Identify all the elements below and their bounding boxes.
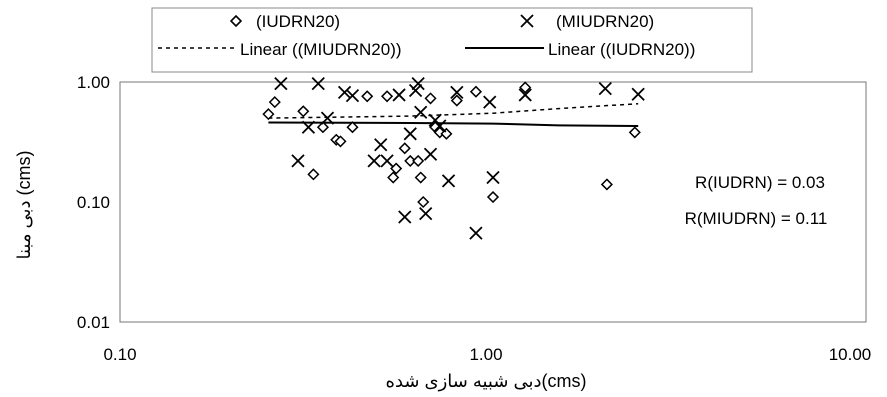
point-miudrn20-22 <box>469 226 483 240</box>
point-iudrn20-8 <box>361 90 374 103</box>
point-miudrn20-26 <box>598 82 612 96</box>
point-miudrn20-24 <box>486 170 500 185</box>
point-miudrn20-5 <box>337 85 352 99</box>
point-iudrn20-17 <box>424 92 437 105</box>
y-tick-label-0.01: 0.01 <box>77 313 110 332</box>
annotation-r-miudrn: R(MIUDRN) = 0.11 <box>685 209 828 228</box>
point-iudrn20-4 <box>316 121 329 134</box>
point-iudrn20-26 <box>628 126 641 139</box>
point-miudrn20-10 <box>392 88 406 102</box>
point-miudrn20-12 <box>403 127 417 141</box>
x-tick-label-10: 10.00 <box>829 345 872 364</box>
legend-x-marker <box>520 14 534 28</box>
point-miudrn20-25 <box>518 88 532 102</box>
point-iudrn20-0 <box>262 108 275 121</box>
legend-label-linear-miudrn20: Linear ((MIUDRN20)) <box>240 40 402 59</box>
y-tick-label-0.1: 0.10 <box>77 193 110 212</box>
point-miudrn20-19 <box>433 119 447 133</box>
x-axis-title: دبی شبیه سازی شده(cms) <box>386 371 587 391</box>
legend-label-linear-iudrn20: Linear ((IUDRN20)) <box>548 40 695 59</box>
legend-box <box>151 7 753 73</box>
point-miudrn20-13 <box>408 83 423 98</box>
y-tick-label-1: 1.00 <box>77 73 110 92</box>
point-miudrn20-16 <box>419 206 433 221</box>
point-miudrn20-20 <box>441 174 456 188</box>
legend: (IUDRN20) (MIUDRN20) Linear ((MIUDRN20))… <box>151 7 753 73</box>
legend-label-iudrn20: (IUDRN20) <box>256 12 340 31</box>
legend-label-miudrn20: (MIUDRN20) <box>556 12 654 31</box>
y-axis: 1.00 0.10 0.01 <box>77 73 110 332</box>
y-axis-title: دبی مبنا (cms) <box>14 150 34 259</box>
point-miudrn20-0 <box>274 76 288 91</box>
point-miudrn20-27 <box>631 87 645 101</box>
point-miudrn20-2 <box>301 120 316 134</box>
point-miudrn20-15 <box>414 105 428 119</box>
trend-line-miudrn20 <box>268 102 639 119</box>
point-iudrn20-6 <box>334 135 347 148</box>
point-iudrn20-1 <box>268 96 281 109</box>
point-iudrn20-10 <box>387 171 400 184</box>
point-miudrn20-7 <box>367 154 381 168</box>
x-tick-label-1: 1.00 <box>469 345 502 364</box>
point-iudrn20-23 <box>486 190 500 204</box>
trend-line-iudrn20 <box>268 121 639 127</box>
point-iudrn20-15 <box>414 171 427 184</box>
point-iudrn20-16 <box>417 195 430 209</box>
point-miudrn20-21 <box>450 85 464 99</box>
point-miudrn20-23 <box>483 95 497 109</box>
point-miudrn20-3 <box>311 76 325 91</box>
point-miudrn20-4 <box>320 111 335 125</box>
point-miudrn20-9 <box>380 154 394 168</box>
legend-diamond-marker <box>229 14 243 28</box>
point-iudrn20-7 <box>346 121 359 134</box>
point-iudrn20-22 <box>469 85 482 98</box>
point-iudrn20-13 <box>404 154 417 167</box>
annotation-r-iudrn: R(IUDRN) = 0.03 <box>695 173 825 192</box>
point-iudrn20-2 <box>297 105 310 118</box>
point-iudrn20-25 <box>600 178 613 191</box>
point-miudrn20-17 <box>423 147 438 161</box>
x-axis: 0.10 1.00 10.00 <box>103 345 871 364</box>
point-miudrn20-14 <box>411 76 425 91</box>
point-miudrn20-8 <box>374 138 388 152</box>
x-tick-label-0.1: 0.10 <box>103 345 136 364</box>
point-miudrn20-6 <box>345 88 360 103</box>
point-iudrn20-12 <box>398 142 411 155</box>
point-iudrn20-24 <box>519 81 532 94</box>
point-miudrn20-1 <box>291 154 305 168</box>
point-iudrn20-14 <box>412 154 425 167</box>
series-layer <box>262 76 645 240</box>
point-iudrn20-9 <box>381 90 394 103</box>
point-miudrn20-11 <box>398 210 412 224</box>
point-iudrn20-21 <box>450 94 463 107</box>
point-iudrn20-3 <box>307 168 320 181</box>
